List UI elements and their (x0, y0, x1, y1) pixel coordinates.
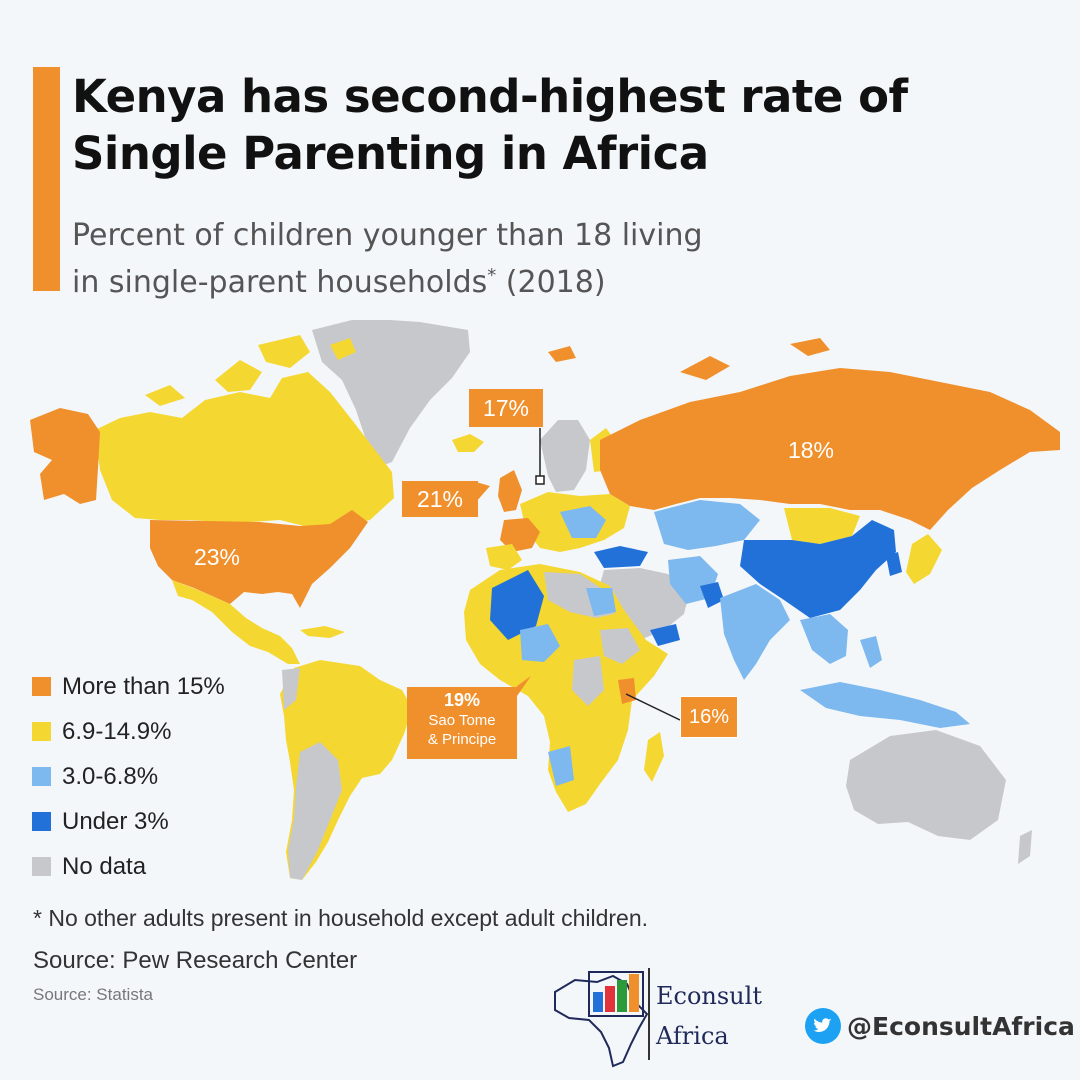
brand-divider (648, 968, 650, 1060)
legend-label: More than 15% (62, 672, 225, 700)
callout-denmark-marker (535, 475, 545, 485)
legend-swatch (32, 812, 51, 831)
legend-item-3-0-to-6-8: 3.0-6.8% (32, 754, 225, 799)
region-australia (846, 730, 1006, 840)
subtitle-year: (2018) (496, 265, 606, 300)
region-west-africa-blue (520, 624, 560, 662)
region-japan (906, 534, 942, 584)
region-sahel-blue (490, 570, 544, 640)
source-pew: Source: Pew Research Center (33, 947, 358, 974)
brand-name-line-2: Africa (656, 1022, 729, 1050)
callout-stp-name-1: Sao Tome (428, 712, 496, 729)
region-turkey (594, 546, 648, 568)
legend-swatch (32, 767, 51, 786)
region-caribbean (300, 626, 345, 638)
chart-frame-icon (588, 971, 644, 1017)
legend-swatch (32, 857, 51, 876)
callout-uk-label: 21% (416, 486, 464, 512)
brand-name-line-1: Econsult (656, 982, 762, 1010)
callout-usa: 23% (181, 539, 253, 575)
callout-russia: 18% (775, 432, 847, 468)
region-indonesia (800, 682, 970, 728)
callout-kenya-leader (625, 693, 681, 721)
region-france-spain (500, 518, 540, 552)
legend-item-more-than-15: More than 15% (32, 664, 225, 709)
region-uk (498, 470, 522, 512)
twitter-icon (805, 1008, 841, 1044)
region-south-asia (720, 584, 790, 680)
subtitle-asterisk: * (487, 265, 497, 286)
chart-bar-icon (629, 974, 639, 1012)
chart-bar-icon (593, 992, 603, 1012)
source-statista: Source: Statista (33, 985, 154, 1004)
callout-usa-label: 23% (193, 544, 241, 570)
econsult-africa-logo (554, 971, 649, 1068)
region-usa (150, 510, 368, 608)
region-east-africa-nodata (600, 628, 640, 664)
legend-swatch (32, 677, 51, 696)
footnote: * No other adults present in household e… (33, 905, 649, 931)
region-iceland (452, 434, 484, 452)
map-legend: More than 15% 6.9-14.9% 3.0-6.8% Under 3… (32, 664, 225, 889)
world-map (30, 320, 1060, 880)
region-yemen (650, 624, 680, 646)
region-mongolia (784, 508, 860, 544)
legend-label: Under 3% (62, 807, 169, 835)
region-mexico (172, 580, 300, 664)
region-greenland (312, 320, 470, 468)
chart-bar-icon (605, 986, 615, 1012)
callout-denmark: 17% (469, 389, 543, 427)
callout-uk: 21% (402, 481, 478, 517)
region-canada (95, 372, 394, 528)
region-russia-arctic (548, 338, 830, 380)
region-se-asia (800, 614, 848, 664)
page-title: Kenya has second-highest rate of Single … (72, 68, 908, 182)
twitter-handle-text: @EconsultAfrica (847, 1011, 1075, 1041)
legend-label: 3.0-6.8% (62, 762, 159, 790)
region-philippines (860, 636, 882, 668)
callout-stp: 19% Sao Tome & Principe (407, 687, 517, 759)
accent-bar (33, 67, 60, 291)
legend-label: No data (62, 852, 147, 880)
legend-item-6-9-to-14-9: 6.9-14.9% (32, 709, 225, 754)
region-iberia (486, 544, 522, 570)
legend-item-no-data: No data (32, 844, 225, 889)
subtitle-line-1: Percent of children younger than 18 livi… (72, 218, 703, 253)
callout-russia-label: 18% (787, 437, 835, 463)
region-central-africa-nodata (572, 656, 604, 706)
region-e-europe-blue (560, 506, 606, 538)
chart-bar-icon (617, 980, 627, 1012)
region-southern-cone-nodata (282, 668, 342, 880)
callout-stp-pointer (517, 676, 531, 696)
region-alaska (30, 408, 100, 504)
region-kenya (618, 678, 636, 704)
legend-item-under-3: Under 3% (32, 799, 225, 844)
region-southern-africa-blue (548, 746, 574, 786)
region-scandinavia (540, 420, 590, 492)
callout-denmark-label: 17% (482, 395, 530, 421)
region-madagascar (644, 732, 664, 782)
callout-stp-value: 19% (443, 690, 481, 710)
region-central-asia (654, 500, 760, 550)
callout-uk-pointer (476, 482, 490, 502)
legend-label: 6.9-14.9% (62, 717, 172, 745)
twitter-handle-block[interactable]: @EconsultAfrica (805, 1008, 1075, 1044)
title-line-1: Kenya has second-highest rate of (72, 70, 908, 123)
legend-swatch (32, 722, 51, 741)
callout-kenya: 16% (680, 696, 738, 738)
region-egypt (586, 588, 616, 616)
title-line-2: Single Parenting in Africa (72, 127, 709, 180)
region-russia (600, 368, 1060, 530)
page-subtitle: Percent of children younger than 18 livi… (72, 216, 703, 303)
subtitle-line-2: in single-parent households (72, 265, 488, 300)
callout-kenya-label: 16% (688, 706, 730, 728)
africa-outline-icon (554, 974, 649, 1068)
region-korea (886, 552, 902, 576)
region-arctic-islands (145, 335, 356, 406)
region-afghanistan (700, 582, 724, 608)
region-china (740, 520, 896, 618)
region-new-zealand (1018, 830, 1032, 864)
callout-stp-name-2: & Principe (427, 731, 497, 748)
